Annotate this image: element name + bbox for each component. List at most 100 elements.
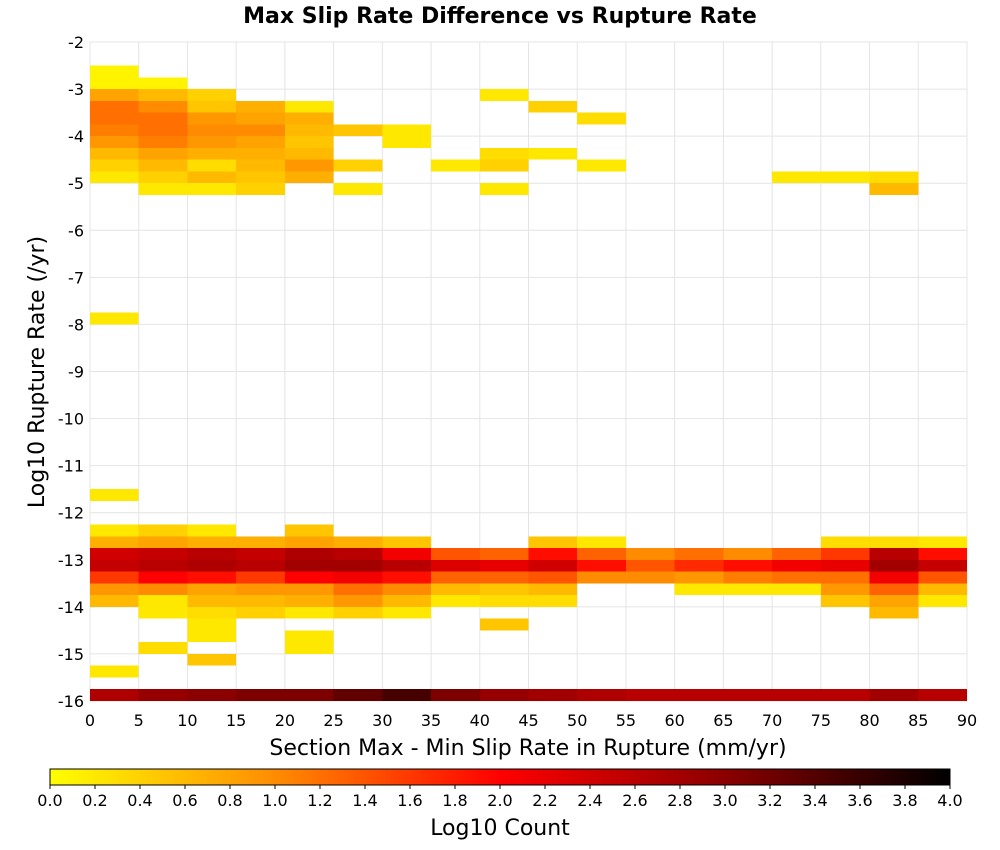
- heatmap-cell: [138, 524, 188, 537]
- colorbar-tick-label: 2.4: [577, 791, 602, 810]
- colorbar-tick-label: 2.0: [487, 791, 512, 810]
- heatmap-cell: [138, 112, 188, 125]
- heatmap-cell: [869, 536, 919, 549]
- heatmap-cell: [284, 136, 334, 148]
- heatmap-cell: [236, 595, 285, 607]
- heatmap-cell: [236, 689, 285, 701]
- colorbar-ticks: 0.0 0.2 0.4 0.6 0.8 1.0 1.2 1.4 1.6 1.8 2.0 2.2 2.4 2…: [37, 785, 963, 810]
- heatmap-cell: [236, 583, 285, 596]
- heatmap-cell: [577, 548, 626, 560]
- heatmap-cell: [723, 548, 773, 560]
- heatmap-cell: [333, 183, 383, 195]
- heatmap-cell: [236, 171, 285, 184]
- heatmap-cell: [772, 583, 821, 596]
- heatmap-cell: [90, 583, 139, 596]
- heatmap-cell: [431, 548, 480, 560]
- heatmap-cell: [187, 548, 237, 560]
- y-tick-label: -2: [68, 33, 84, 52]
- heatmap-cell: [869, 183, 919, 195]
- y-tick-label: -11: [58, 457, 84, 476]
- heatmap-cell: [138, 147, 188, 160]
- heatmap-cell: [723, 559, 773, 572]
- heatmap-cell: [333, 124, 383, 137]
- colorbar-tick-label: 1.0: [262, 791, 287, 810]
- heatmap-cell: [431, 595, 480, 607]
- heatmap-cell: [236, 124, 285, 137]
- heatmap-cell: [723, 583, 773, 596]
- heatmap-cell: [333, 548, 383, 560]
- y-tick-label: -14: [58, 598, 84, 617]
- heatmap-cell: [820, 595, 870, 607]
- heatmap-cell: [138, 606, 188, 619]
- heatmap-cell: [577, 689, 626, 701]
- heatmap-cell: [382, 689, 432, 701]
- heatmap-cell: [138, 77, 188, 90]
- heatmap-cell: [90, 571, 139, 584]
- heatmap-cell: [333, 583, 383, 596]
- heatmap-cell: [772, 571, 821, 584]
- heatmap-cell: [869, 559, 919, 572]
- heatmap-cell: [236, 136, 285, 148]
- heatmap-cell: [382, 595, 432, 607]
- colorbar-tick-label: 4.0: [937, 791, 962, 810]
- x-tick-label: 20: [275, 711, 295, 730]
- heatmap-cell: [138, 171, 188, 184]
- heatmap-cell: [284, 642, 334, 654]
- heatmap-cell: [187, 630, 237, 643]
- heatmap-cell: [918, 689, 967, 701]
- colorbar-tick-label: 3.2: [757, 791, 782, 810]
- heatmap-cell: [869, 171, 919, 184]
- heatmap-cell: [187, 571, 237, 584]
- x-tick-label: 25: [323, 711, 343, 730]
- heatmap-cell: [90, 665, 139, 678]
- x-axis-label: Section Max - Min Slip Rate in Rupture (…: [269, 736, 786, 761]
- heatmap-cell: [479, 559, 529, 572]
- heatmap-cell: [187, 112, 237, 125]
- heatmap-cell: [869, 548, 919, 560]
- y-tick-label: -10: [58, 410, 84, 429]
- colorbar-tick-label: 3.0: [712, 791, 737, 810]
- heatmap-cell: [284, 536, 334, 549]
- heatmap-cell: [674, 583, 724, 596]
- colorbar-tick-label: 1.2: [307, 791, 332, 810]
- colorbar-tick-label: 0.8: [217, 791, 242, 810]
- heatmap-cell: [138, 536, 188, 549]
- y-tick-label: -13: [58, 551, 84, 570]
- heatmap-cell: [674, 559, 724, 572]
- heatmap-cell: [284, 524, 334, 537]
- heatmap-cell: [138, 124, 188, 137]
- heatmap-cell: [138, 89, 188, 101]
- heatmap-cell: [284, 159, 334, 172]
- heatmap-cell: [528, 559, 578, 572]
- heatmap-cell: [625, 689, 675, 701]
- heatmap-cell: [187, 171, 237, 184]
- heatmap-cell: [90, 89, 139, 101]
- heatmap-cell: [187, 136, 237, 148]
- heatmap-cell: [333, 159, 383, 172]
- heatmap-cell: [479, 159, 529, 172]
- y-tick-label: -6: [68, 221, 84, 240]
- heatmap-cell: [236, 606, 285, 619]
- heatmap-cell: [138, 559, 188, 572]
- heatmap-cell: [138, 548, 188, 560]
- heatmap-cell: [138, 689, 188, 701]
- heatmap-cell: [528, 100, 578, 113]
- heatmap-cell: [820, 689, 870, 701]
- heatmap-cell: [577, 559, 626, 572]
- heatmap-cell: [528, 689, 578, 701]
- heatmap-cell: [138, 159, 188, 172]
- x-tick-label: 60: [664, 711, 684, 730]
- heatmap-cell: [820, 171, 870, 184]
- heatmap-cell: [187, 89, 237, 101]
- heatmap-cell: [528, 536, 578, 549]
- heatmap-cell: [918, 595, 967, 607]
- y-tick-label: -8: [68, 315, 84, 334]
- heatmap-cell: [187, 147, 237, 160]
- heatmap-cell: [382, 606, 432, 619]
- colorbar-tick-label: 3.6: [847, 791, 872, 810]
- heatmap-cell: [869, 571, 919, 584]
- heatmap-cell: [918, 559, 967, 572]
- heatmap-cell: [138, 183, 188, 195]
- heatmap-cell: [236, 559, 285, 572]
